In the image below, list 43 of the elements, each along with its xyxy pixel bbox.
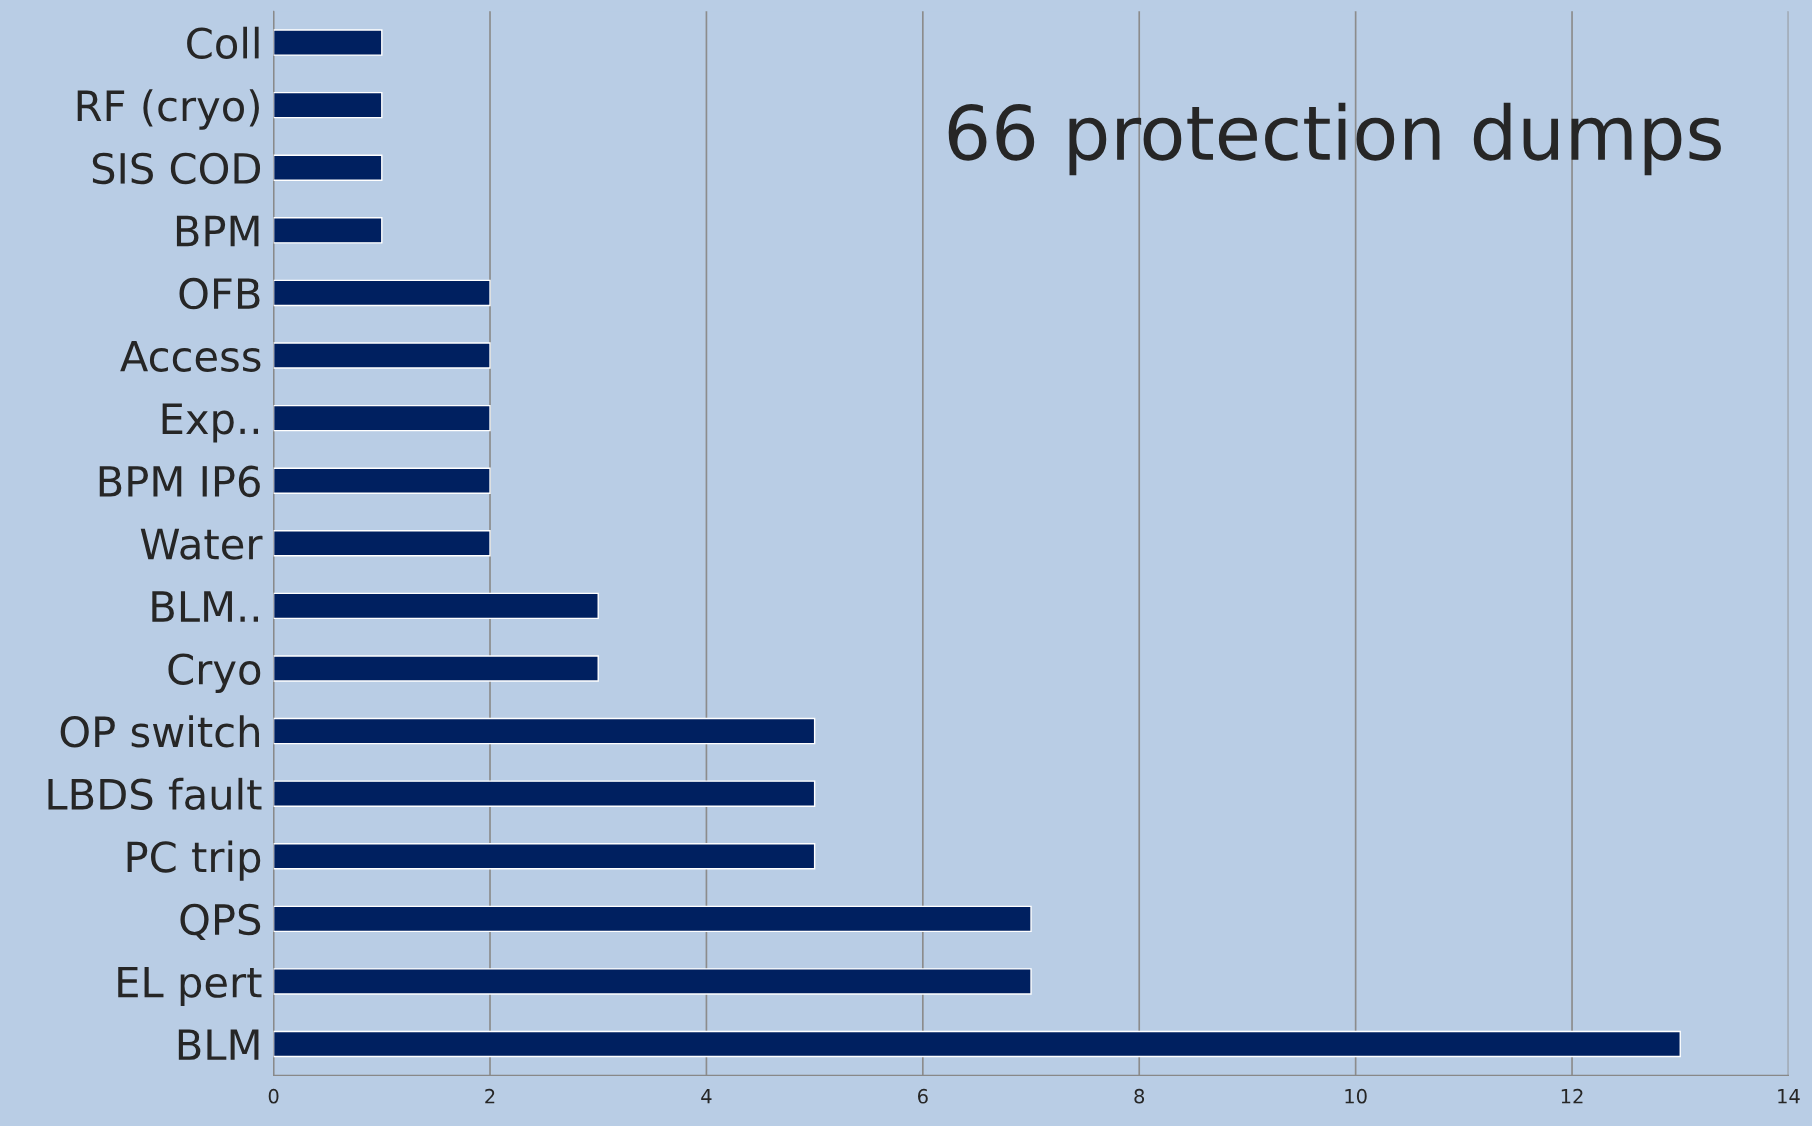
- bar: [273, 780, 816, 807]
- y-tick-label: RF (cryo): [77, 89, 259, 130]
- x-tick-label: 12: [1561, 1088, 1583, 1104]
- bar: [273, 592, 599, 620]
- x-tick-label: 6: [918, 1088, 928, 1104]
- bar: [273, 843, 816, 870]
- y-tick-label: EL pert: [118, 966, 262, 1006]
- y-tick-label: LBDS fault: [48, 777, 262, 811]
- x-tick-label: 2: [485, 1088, 495, 1104]
- annotation: 66 protection dumps: [948, 102, 1721, 176]
- y-tick-label: BLM: [178, 1029, 259, 1060]
- bar: [273, 29, 383, 56]
- bar: [273, 530, 491, 557]
- y-tick-label: SIS COD: [92, 152, 261, 185]
- y-tick-label: Exp..: [162, 403, 258, 443]
- x-tick-label: 0: [268, 1088, 279, 1104]
- y-tick-label: Access: [120, 340, 261, 372]
- bar: [273, 154, 383, 181]
- bar: [273, 905, 1032, 933]
- y-tick-label: QPS: [180, 903, 261, 941]
- x-tick-label: 8: [1134, 1088, 1145, 1104]
- bar: [273, 467, 491, 494]
- bar: [273, 1030, 1681, 1058]
- bar: [273, 342, 491, 369]
- y-tick-label: BLM..: [152, 591, 259, 622]
- x-tick-label: 14: [1778, 1089, 1800, 1104]
- bar: [273, 217, 383, 244]
- x-tick-label: 4: [701, 1089, 712, 1104]
- bar: [273, 655, 599, 682]
- bar: [273, 91, 383, 119]
- y-tick-label: Coll: [187, 26, 259, 59]
- bar: [273, 717, 816, 745]
- bar: [273, 968, 1032, 995]
- y-tick-label: PC trip: [127, 840, 261, 881]
- y-tick-label: Water: [140, 528, 263, 560]
- y-tick-label: BPM IP6: [99, 465, 260, 498]
- bar: [273, 279, 491, 307]
- x-tick-label: 10: [1345, 1088, 1367, 1104]
- y-tick-label: OFB: [179, 277, 260, 310]
- y-tick-label: BPM: [176, 215, 259, 247]
- y-tick-label: Cryo: [168, 653, 261, 693]
- y-tick-label: OP switch: [60, 715, 259, 748]
- bar: [273, 404, 491, 432]
